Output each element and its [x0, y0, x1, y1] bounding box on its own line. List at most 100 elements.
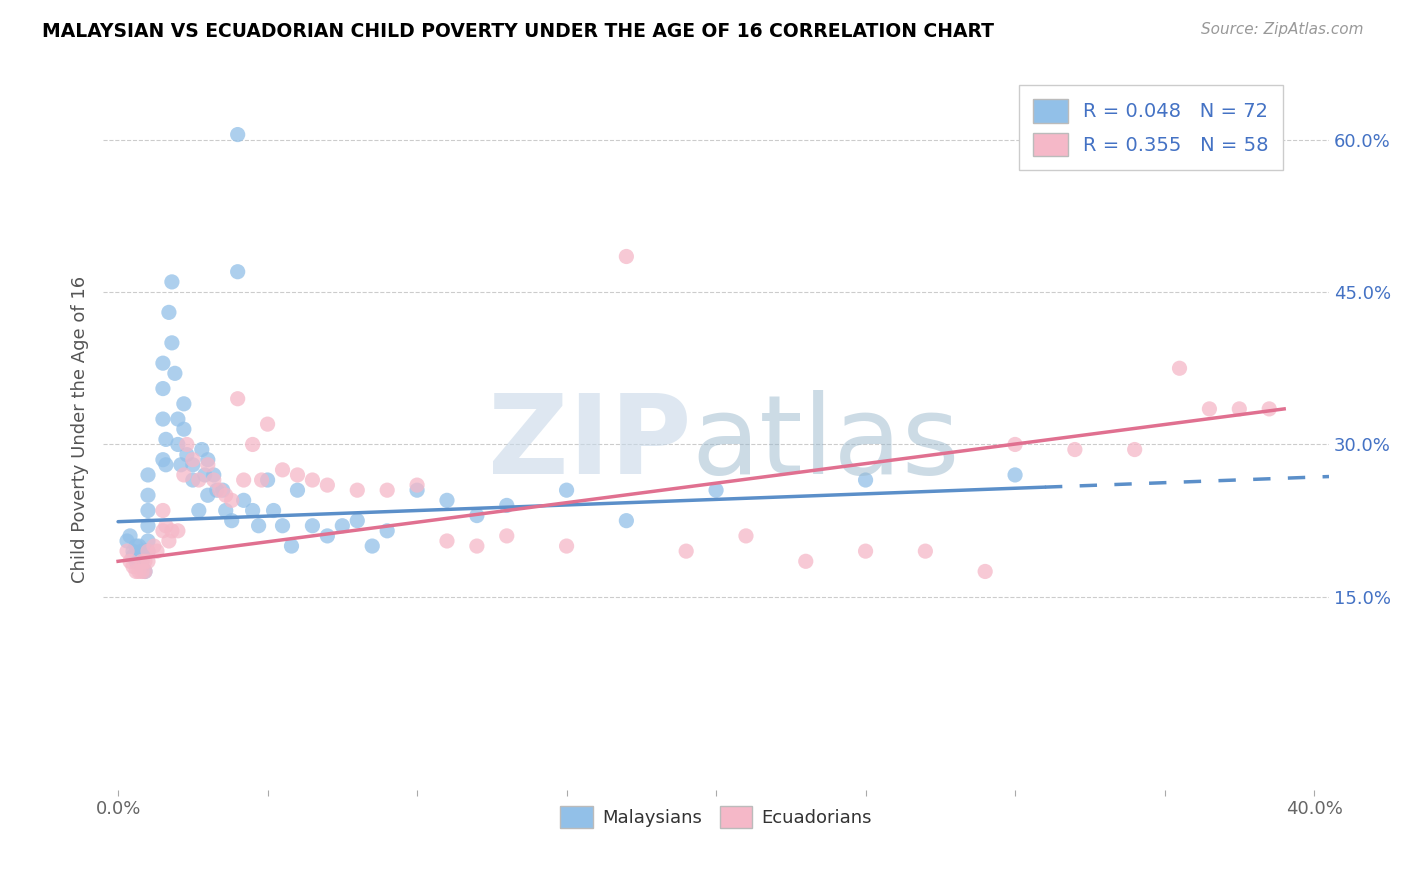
- Point: [167, 437, 190, 451]
- Point: [614, 514, 637, 528]
- Point: [134, 565, 156, 579]
- Point: [555, 483, 578, 498]
- Point: [263, 503, 285, 517]
- Point: [136, 503, 159, 517]
- Point: [208, 483, 231, 498]
- Point: [152, 503, 174, 517]
- Point: [436, 533, 458, 548]
- Point: [1004, 467, 1026, 482]
- Point: [436, 493, 458, 508]
- Point: [134, 554, 156, 568]
- Point: [465, 539, 488, 553]
- Point: [1063, 442, 1085, 457]
- Point: [242, 503, 264, 517]
- Point: [146, 544, 169, 558]
- Point: [134, 565, 156, 579]
- Point: [232, 493, 254, 508]
- Point: [794, 554, 817, 568]
- Point: [136, 533, 159, 548]
- Point: [316, 478, 339, 492]
- Point: [205, 483, 228, 498]
- Point: [173, 397, 195, 411]
- Point: [301, 473, 323, 487]
- Point: [125, 539, 148, 553]
- Point: [160, 275, 183, 289]
- Point: [465, 508, 488, 523]
- Point: [256, 417, 278, 431]
- Point: [855, 473, 877, 487]
- Point: [1198, 401, 1220, 416]
- Point: [181, 473, 204, 487]
- Text: atlas: atlas: [692, 390, 960, 497]
- Point: [194, 467, 217, 482]
- Point: [250, 473, 273, 487]
- Point: [316, 529, 339, 543]
- Point: [136, 467, 159, 482]
- Point: [197, 452, 219, 467]
- Point: [173, 467, 195, 482]
- Point: [215, 488, 238, 502]
- Point: [118, 554, 141, 568]
- Point: [202, 467, 225, 482]
- Point: [187, 473, 209, 487]
- Point: [197, 458, 219, 472]
- Point: [406, 483, 429, 498]
- Point: [226, 128, 249, 142]
- Point: [181, 452, 204, 467]
- Point: [287, 483, 309, 498]
- Point: [271, 518, 294, 533]
- Point: [176, 448, 198, 462]
- Point: [181, 458, 204, 472]
- Point: [614, 250, 637, 264]
- Point: [152, 412, 174, 426]
- Point: [256, 473, 278, 487]
- Point: [155, 518, 177, 533]
- Point: [167, 412, 190, 426]
- Point: [155, 433, 177, 447]
- Point: [152, 524, 174, 538]
- Point: [226, 265, 249, 279]
- Point: [131, 554, 153, 568]
- Point: [115, 533, 138, 548]
- Point: [128, 539, 150, 553]
- Point: [122, 549, 145, 564]
- Point: [704, 483, 727, 498]
- Point: [1227, 401, 1250, 416]
- Point: [226, 392, 249, 406]
- Point: [160, 524, 183, 538]
- Point: [375, 483, 398, 498]
- Point: [735, 529, 758, 543]
- Point: [131, 554, 153, 568]
- Legend: Malaysians, Ecuadorians: Malaysians, Ecuadorians: [553, 798, 879, 835]
- Point: [131, 544, 153, 558]
- Point: [134, 544, 156, 558]
- Point: [346, 483, 368, 498]
- Point: [202, 473, 225, 487]
- Point: [118, 529, 141, 543]
- Point: [287, 467, 309, 482]
- Point: [125, 554, 148, 568]
- Point: [242, 437, 264, 451]
- Text: ZIP: ZIP: [488, 390, 692, 497]
- Point: [136, 488, 159, 502]
- Point: [157, 533, 180, 548]
- Point: [914, 544, 936, 558]
- Y-axis label: Child Poverty Under the Age of 16: Child Poverty Under the Age of 16: [72, 276, 89, 582]
- Point: [361, 539, 384, 553]
- Point: [974, 565, 997, 579]
- Point: [128, 565, 150, 579]
- Point: [136, 554, 159, 568]
- Point: [1168, 361, 1191, 376]
- Point: [143, 539, 166, 553]
- Point: [211, 483, 233, 498]
- Point: [136, 544, 159, 558]
- Point: [221, 514, 243, 528]
- Point: [131, 565, 153, 579]
- Point: [187, 503, 209, 517]
- Point: [125, 565, 148, 579]
- Point: [197, 488, 219, 502]
- Point: [131, 559, 153, 574]
- Point: [136, 518, 159, 533]
- Point: [173, 422, 195, 436]
- Point: [301, 518, 323, 533]
